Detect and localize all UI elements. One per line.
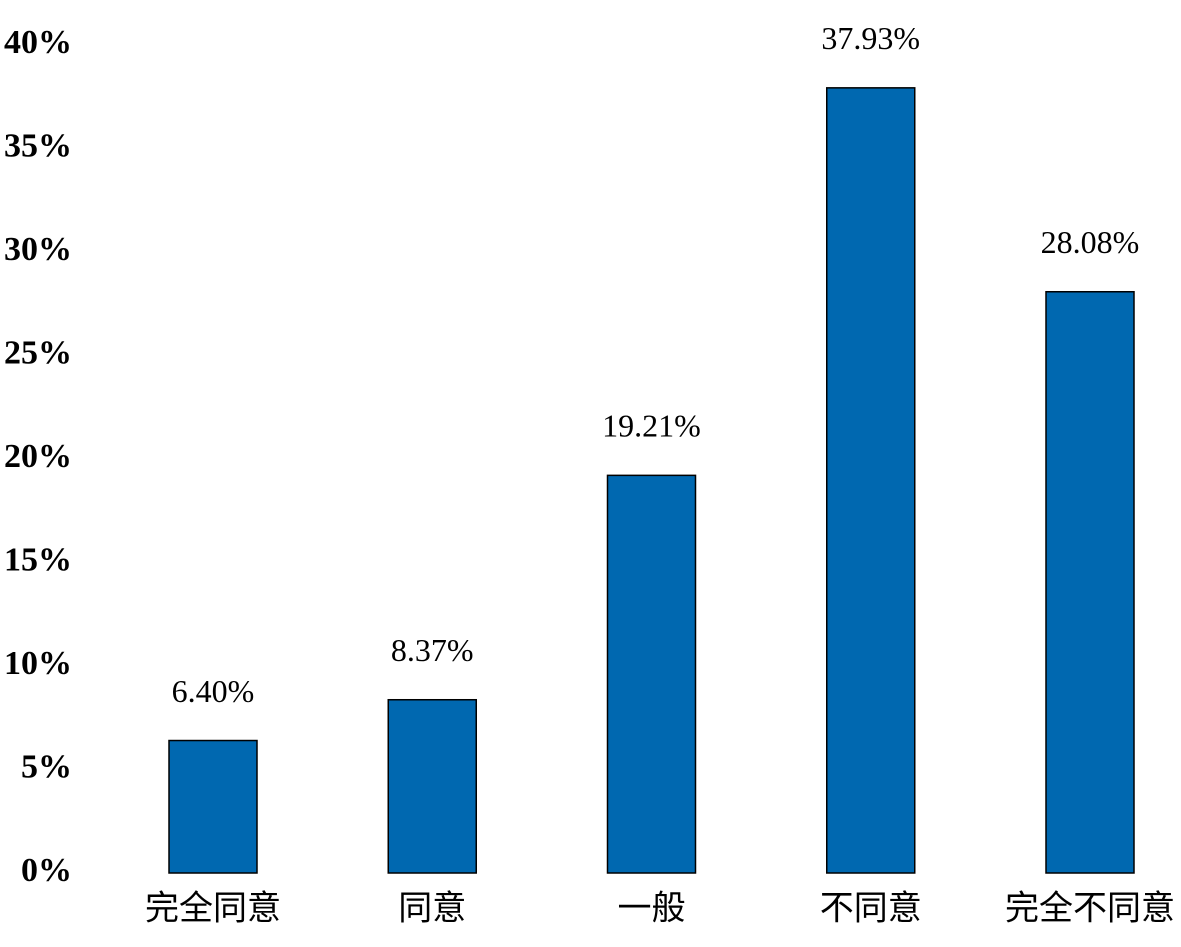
x-tick-label: 完全同意 [145, 889, 281, 929]
value-label: 19.21% [602, 408, 701, 444]
y-tick-label: 5% [21, 748, 72, 785]
y-tick-label: 10% [4, 645, 72, 682]
x-tick-label: 一般 [618, 889, 686, 929]
y-tick-label: 30% [4, 231, 72, 268]
y-tick-label: 15% [4, 541, 72, 578]
bar [606, 474, 697, 874]
y-tick-label: 35% [4, 127, 72, 164]
bar [1045, 290, 1135, 874]
y-tick-label: 20% [4, 438, 72, 475]
value-label: 8.37% [391, 632, 474, 668]
x-tick-label: 不同意 [820, 889, 922, 929]
bar [387, 698, 477, 874]
bar [168, 739, 258, 874]
x-tick-label: 同意 [398, 889, 466, 929]
y-tick-label: 40% [4, 24, 72, 61]
value-label: 37.93% [821, 20, 920, 56]
bar [826, 87, 916, 874]
value-label: 28.08% [1041, 224, 1140, 260]
value-label: 6.40% [172, 673, 255, 709]
y-tick-label: 0% [21, 852, 72, 889]
x-tick-label: 完全不同意 [1005, 889, 1175, 929]
y-tick-label: 25% [4, 334, 72, 371]
